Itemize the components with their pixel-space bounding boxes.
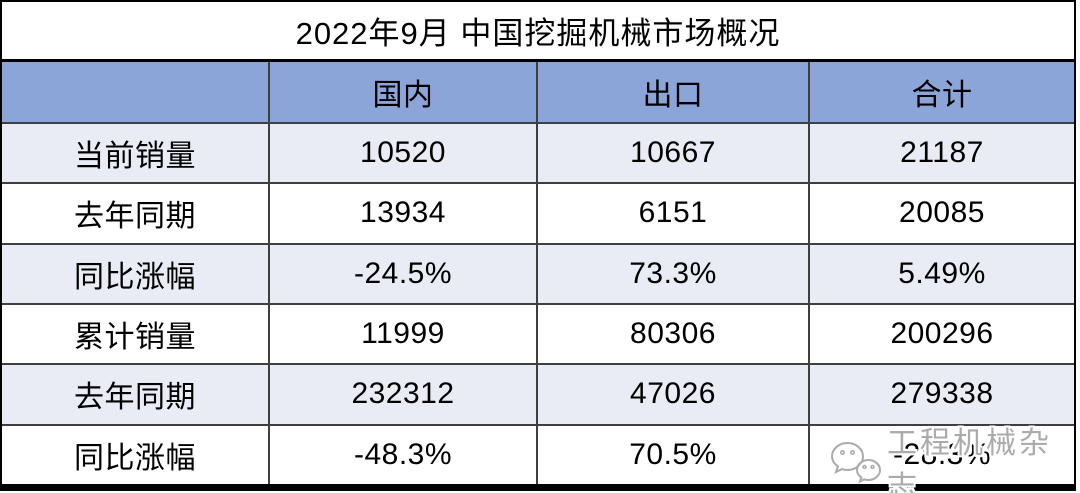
row-label-cell: 当前销量 <box>2 124 270 183</box>
value-cell: 10667 <box>538 124 810 183</box>
table-title: 2022年9月 中国挖掘机械市场概况 <box>2 2 1074 62</box>
value-cell: 21187 <box>900 136 984 170</box>
value-cell: -28.3% <box>892 437 992 471</box>
table-row-last-year-cumulative: 去年同期 232312 47026 279338 <box>2 365 1074 426</box>
table-row-last-year-period: 去年同期 13934 6151 20085 <box>2 184 1074 245</box>
value-cell: 11999 <box>270 304 538 364</box>
header-cell-empty <box>2 62 270 122</box>
value-cell: -48.3% <box>270 425 538 484</box>
header-cell-total: 合计 <box>911 79 973 112</box>
row-label-cell: 去年同期 <box>2 365 270 424</box>
value-cell: 20085 <box>899 196 985 230</box>
header-cell-domestic: 国内 <box>270 62 538 122</box>
value-cell: 232312 <box>270 365 538 424</box>
row-label-cell: 去年同期 <box>2 184 270 243</box>
value-cell: 73.3% <box>538 244 810 303</box>
value-cell: 80306 <box>538 304 810 364</box>
row-label-cell: 同比涨幅 <box>2 244 270 303</box>
value-cell: 279338 <box>890 377 994 411</box>
row-label-cell: 累计销量 <box>2 304 270 364</box>
value-cell: 200296 <box>890 317 994 351</box>
table-row-cumulative-yoy-change: 同比涨幅 -48.3% 70.5% -28.3% <box>2 425 1074 484</box>
value-cell: 47026 <box>538 365 810 424</box>
table-row-cumulative-sales: 累计销量 11999 80306 200296 <box>2 304 1074 366</box>
table-row-current-sales: 当前销量 10520 10667 21187 <box>2 124 1074 185</box>
value-cell: 5.49% <box>898 256 986 290</box>
value-cell: 70.5% <box>538 425 810 484</box>
header-cell-export: 出口 <box>538 62 810 122</box>
row-label-cell: 同比涨幅 <box>2 425 270 484</box>
value-cell: 13934 <box>270 184 538 243</box>
value-cell: -24.5% <box>270 244 538 303</box>
value-cell: 10520 <box>270 124 538 183</box>
table-row-yoy-change: 同比涨幅 -24.5% 73.3% 5.49% <box>2 244 1074 305</box>
table-header-row: 国内 出口 合计 <box>2 62 1074 124</box>
value-cell: 6151 <box>538 184 810 243</box>
